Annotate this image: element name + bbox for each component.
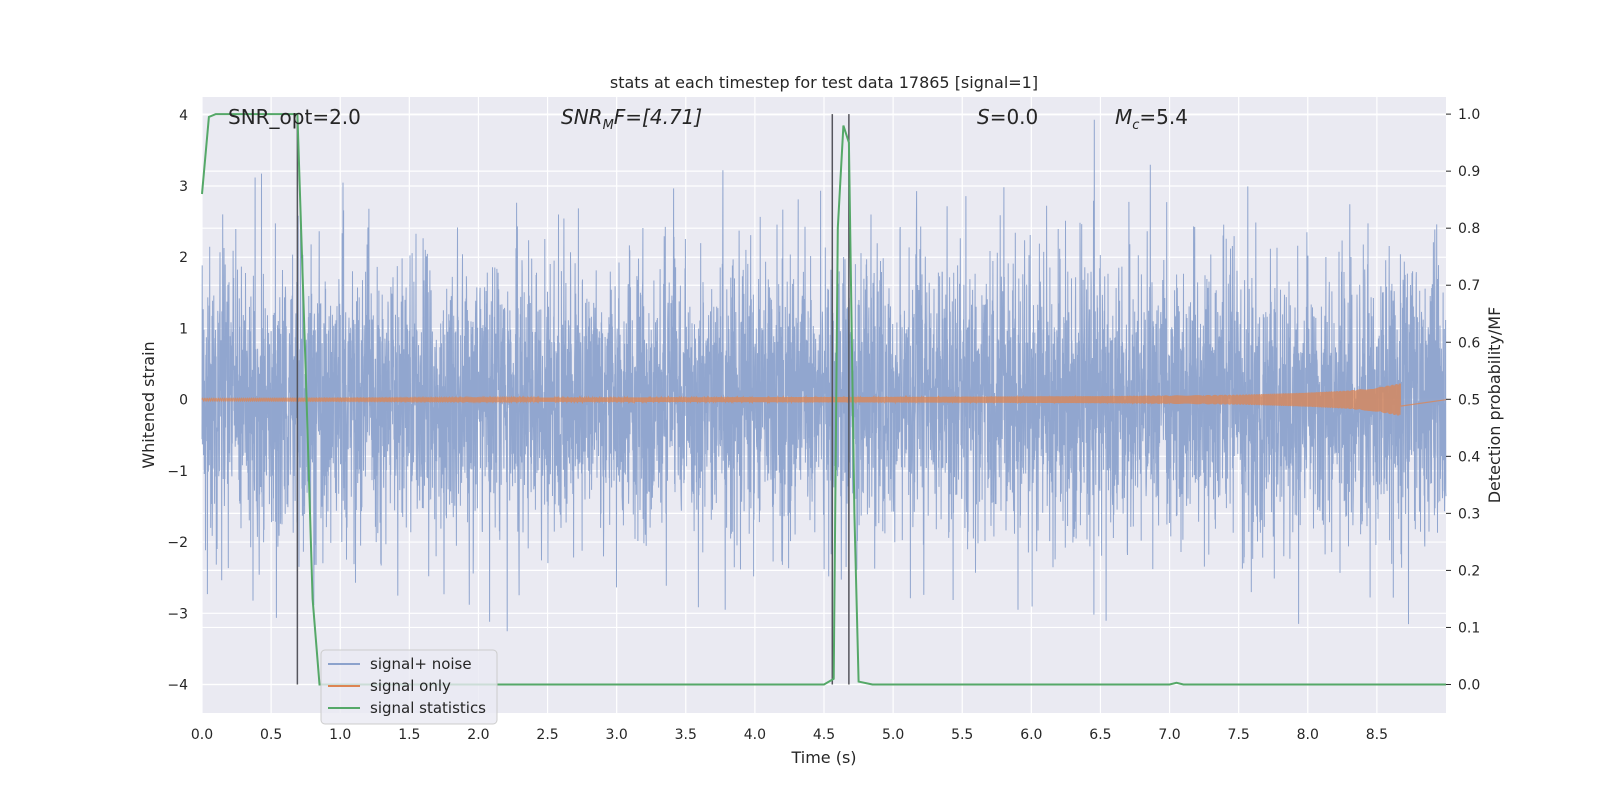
y-tick-label: −2 <box>167 535 188 551</box>
x-tick-label: 5.5 <box>951 727 973 743</box>
x-tick-label: 8.0 <box>1297 727 1319 743</box>
annotation-s: S=0.0 <box>977 105 1038 129</box>
y2-axis-title: Detection probability/MF <box>1485 307 1504 504</box>
legend-label-signal-statistics: signal statistics <box>370 699 486 717</box>
y2-tick-labels: 1.0 0.9 0.8 0.7 0.6 0.5 0.4 0.3 0.2 0.1 0.0 <box>1446 107 1480 693</box>
y-tick-label: 1 <box>179 321 188 337</box>
x-tick-label: 6.5 <box>1089 727 1111 743</box>
x-tick-label: 0.5 <box>260 727 282 743</box>
x-tick-label: 3.0 <box>606 727 628 743</box>
y2-tick-label: 0.2 <box>1458 563 1480 579</box>
x-tick-labels: 0.0 0.5 1.0 1.5 2.0 2.5 3.0 3.5 4.0 4.5 5.0 5.5 6.0 6… <box>191 727 1388 743</box>
y-tick-label: 2 <box>179 250 188 266</box>
x-tick-label: 4.5 <box>813 727 835 743</box>
x-tick-label: 8.5 <box>1366 727 1388 743</box>
mc-rest: =5.4 <box>1139 105 1188 129</box>
x-tick-label: 4.0 <box>744 727 766 743</box>
y-tick-label: −4 <box>167 678 188 694</box>
y2-tick-label: 0.0 <box>1458 677 1480 693</box>
x-tick-label: 7.5 <box>1228 727 1250 743</box>
snr-mf-rest: F=[4.71] <box>614 105 702 129</box>
y-tick-label: −1 <box>167 464 188 480</box>
y2-tick-label: 0.8 <box>1458 221 1480 237</box>
series-signal-noise <box>201 119 1447 632</box>
y2-tick-label: 1.0 <box>1458 107 1480 123</box>
chart-title: stats at each timestep for test data 178… <box>610 73 1038 92</box>
legend-label-signal-only: signal only <box>370 677 451 695</box>
s-rest: =0.0 <box>990 105 1039 129</box>
series-signal-only <box>201 383 1447 416</box>
y-tick-label: 3 <box>179 179 188 195</box>
y2-tick-label: 0.7 <box>1458 278 1480 294</box>
x-tick-label: 1.5 <box>398 727 420 743</box>
y2-tick-label: 0.6 <box>1458 335 1480 351</box>
legend-box <box>320 649 498 725</box>
y-tick-label: 4 <box>179 108 188 124</box>
y2-tick-label: 0.1 <box>1458 620 1480 636</box>
s-symbol: S <box>977 105 990 129</box>
y2-tick-label: 0.5 <box>1458 392 1480 408</box>
annotation-mc: Mc=5.4 <box>1115 105 1188 133</box>
series-signal-statistics <box>201 113 1446 686</box>
y-axis-title: Whitened strain <box>139 341 158 468</box>
snr-mf-sub: M <box>603 118 614 133</box>
x-tick-label: 1.0 <box>329 727 351 743</box>
x-tick-label: 3.5 <box>675 727 697 743</box>
y-tick-label: −3 <box>167 606 188 622</box>
y-tick-label: 0 <box>179 393 188 409</box>
y-tick-labels: 4 3 2 1 0 −1 −2 −3 −4 <box>167 108 188 694</box>
x-tick-label: 6.0 <box>1020 727 1042 743</box>
snr-mf-base: SNR <box>561 105 603 129</box>
annotation-snr-mf: SNRMF=[4.71] <box>561 105 702 133</box>
y2-tick-label: 0.3 <box>1458 506 1480 522</box>
mc-base: M <box>1115 105 1132 129</box>
legend-label-signal-noise: signal+ noise <box>370 655 472 673</box>
x-tick-label: 5.0 <box>882 727 904 743</box>
y2-tick-label: 0.9 <box>1458 164 1480 180</box>
x-axis-title: Time (s) <box>790 748 856 767</box>
x-tick-label: 0.0 <box>191 727 213 743</box>
annotation-snr-opt: SNR_opt=2.0 <box>228 105 361 129</box>
series-layer <box>201 113 1447 686</box>
x-tick-label: 2.0 <box>467 727 489 743</box>
x-tick-label: 2.5 <box>536 727 558 743</box>
mc-sub: c <box>1132 118 1139 133</box>
x-tick-label: 7.0 <box>1158 727 1180 743</box>
y2-tick-label: 0.4 <box>1458 449 1480 465</box>
legend: signal+ noise signal only signal statist… <box>320 649 498 725</box>
